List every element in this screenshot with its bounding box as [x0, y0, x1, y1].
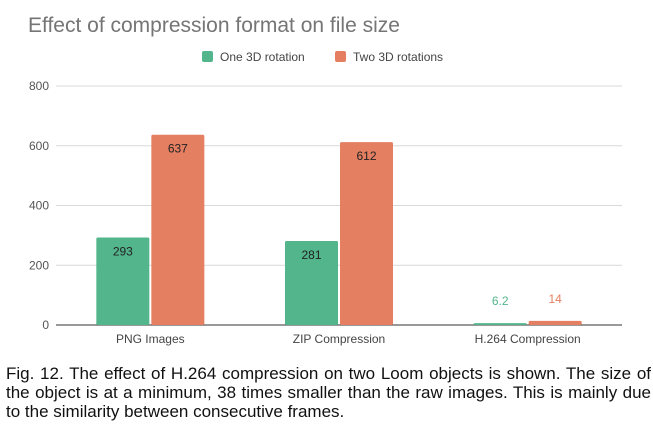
x-tick-label: PNG Images	[116, 332, 185, 346]
bars	[96, 134, 582, 325]
y-tick-label: 400	[29, 199, 49, 213]
x-tick-label: H.264 Compression	[475, 332, 581, 346]
y-tick-label: 0	[42, 318, 49, 332]
legend-label: Two 3D rotations	[353, 50, 443, 64]
data-label: 293	[113, 244, 133, 258]
gridlines	[56, 85, 622, 326]
figure-caption: Fig. 12. The effect of H.264 compression…	[6, 364, 651, 421]
bar	[96, 237, 150, 325]
data-label: 6.2	[492, 294, 509, 308]
bar	[151, 134, 205, 325]
bar	[340, 142, 393, 325]
y-tick-label: 200	[29, 258, 49, 272]
data-label: 637	[168, 142, 188, 156]
legend-swatch	[202, 51, 213, 62]
bar	[473, 323, 527, 325]
y-tick-label: 800	[29, 79, 49, 93]
value-labels: 293 637 281 612 6.2 14	[113, 142, 562, 308]
bar	[285, 241, 338, 325]
chart: Effect of compression format on file siz…	[28, 14, 622, 346]
y-axis-ticks: 0 200 400 600 800	[29, 79, 49, 332]
x-axis-ticks: PNG Images ZIP Compression H.264 Compressi…	[116, 332, 581, 346]
data-label: 281	[301, 248, 321, 262]
legend: One 3D rotation Two 3D rotations	[202, 50, 443, 64]
legend-swatch	[335, 51, 346, 62]
x-tick-label: ZIP Compression	[293, 332, 385, 346]
bar	[528, 320, 582, 325]
legend-label: One 3D rotation	[220, 50, 305, 64]
data-label: 612	[356, 149, 376, 163]
y-tick-label: 600	[29, 139, 49, 153]
data-label: 14	[548, 292, 562, 306]
chart-title: Effect of compression format on file siz…	[28, 14, 400, 37]
